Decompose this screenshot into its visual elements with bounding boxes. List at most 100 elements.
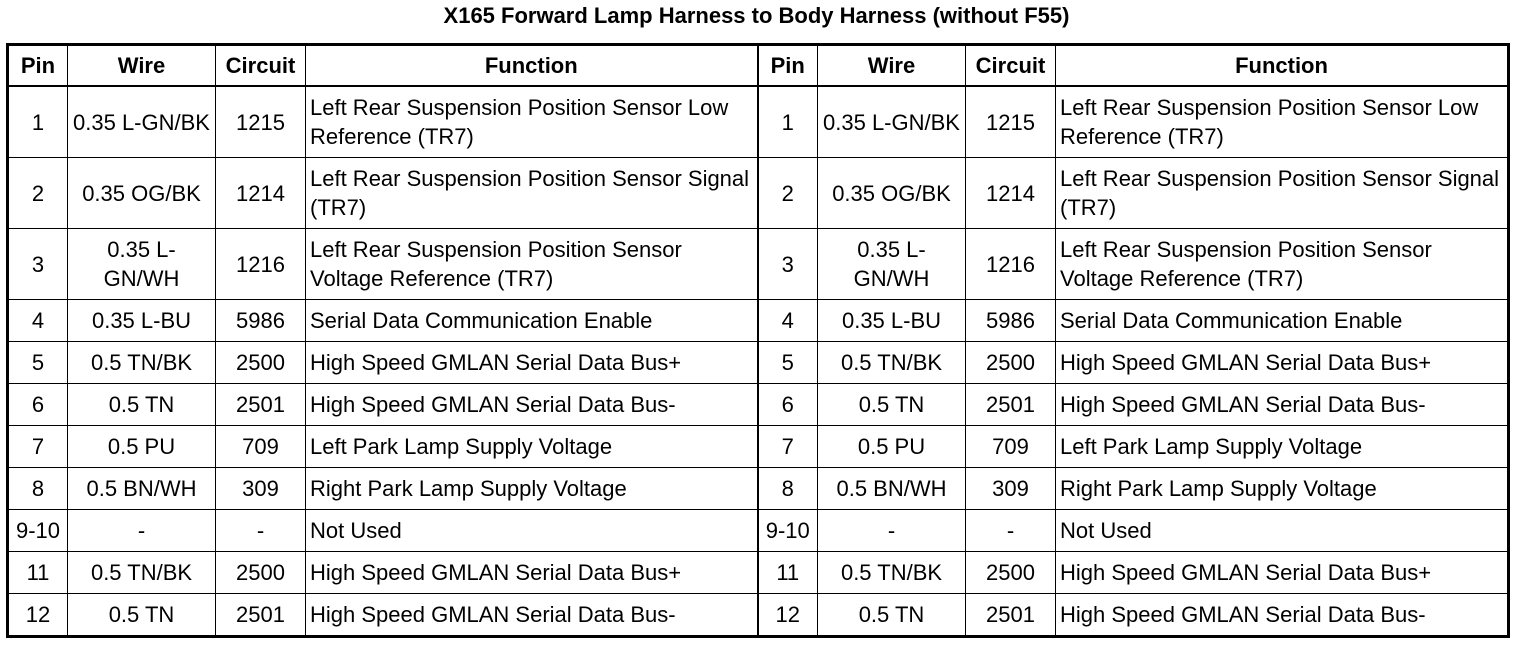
wire-cell: 0.5 TN bbox=[67, 383, 216, 426]
pin-cell: 4 bbox=[7, 299, 68, 342]
wire-cell: 0.5 TN/BK bbox=[817, 341, 966, 384]
function-cell: Right Park Lamp Supply Voltage bbox=[305, 467, 759, 510]
wire-cell: 0.5 PU bbox=[67, 425, 216, 468]
pin-cell: 3 bbox=[7, 228, 68, 300]
circuit-cell: 309 bbox=[965, 467, 1056, 510]
table-row: 7 0.5 PU 709 Left Park Lamp Supply Volta… bbox=[7, 425, 1509, 468]
function-cell: Not Used bbox=[305, 509, 759, 552]
pin-cell: 1 bbox=[7, 85, 68, 158]
circuit-header: Circuit bbox=[965, 44, 1056, 87]
function-cell: Left Rear Suspension Position Sensor Sig… bbox=[305, 157, 759, 229]
wire-cell: 0.35 L-GN/BK bbox=[67, 85, 216, 158]
function-cell: Left Rear Suspension Position Sensor Low… bbox=[305, 85, 759, 158]
wire-cell: 0.5 BN/WH bbox=[67, 467, 216, 510]
table-row: 2 0.35 OG/BK 1214 Left Rear Suspension P… bbox=[7, 157, 1509, 229]
table-row: 11 0.5 TN/BK 2500 High Speed GMLAN Seria… bbox=[7, 551, 1509, 594]
wire-cell: 0.35 L-GN/WH bbox=[817, 228, 966, 300]
function-cell: Left Rear Suspension Position Sensor Vol… bbox=[1055, 228, 1509, 300]
pin-cell: 8 bbox=[7, 467, 68, 510]
function-cell: Left Park Lamp Supply Voltage bbox=[1055, 425, 1509, 468]
circuit-cell: 2500 bbox=[965, 551, 1056, 594]
wire-header: Wire bbox=[67, 44, 216, 87]
circuit-cell: 2500 bbox=[965, 341, 1056, 384]
pin-cell: 11 bbox=[7, 551, 68, 594]
table-row: 6 0.5 TN 2501 High Speed GMLAN Serial Da… bbox=[7, 383, 1509, 426]
wire-cell: 0.35 L-BU bbox=[817, 299, 966, 342]
wire-header: Wire bbox=[817, 44, 966, 87]
wire-cell: 0.5 TN bbox=[817, 593, 966, 637]
pin-cell: 7 bbox=[757, 425, 818, 468]
circuit-cell: 2501 bbox=[215, 593, 306, 637]
document-title: X165 Forward Lamp Harness to Body Harnes… bbox=[443, 3, 1070, 28]
circuit-cell: 5986 bbox=[215, 299, 306, 342]
circuit-cell: - bbox=[215, 509, 306, 552]
circuit-cell: 1214 bbox=[215, 157, 306, 229]
wire-cell: 0.35 OG/BK bbox=[817, 157, 966, 229]
function-cell: High Speed GMLAN Serial Data Bus+ bbox=[1055, 551, 1509, 594]
pin-cell: 2 bbox=[757, 157, 818, 229]
table-row: 12 0.5 TN 2501 High Speed GMLAN Serial D… bbox=[7, 593, 1509, 637]
circuit-cell: 2501 bbox=[215, 383, 306, 426]
wire-cell: 0.35 OG/BK bbox=[67, 157, 216, 229]
function-header: Function bbox=[1055, 44, 1509, 87]
circuit-cell: 5986 bbox=[965, 299, 1056, 342]
function-cell: Right Park Lamp Supply Voltage bbox=[1055, 467, 1509, 510]
function-cell: High Speed GMLAN Serial Data Bus+ bbox=[305, 551, 759, 594]
pin-cell: 8 bbox=[757, 467, 818, 510]
function-cell: Left Rear Suspension Position Sensor Low… bbox=[1055, 85, 1509, 158]
circuit-cell: 1215 bbox=[965, 85, 1056, 158]
pin-cell: 12 bbox=[757, 593, 818, 637]
function-cell: High Speed GMLAN Serial Data Bus- bbox=[1055, 383, 1509, 426]
table-row: 8 0.5 BN/WH 309 Right Park Lamp Supply V… bbox=[7, 467, 1509, 510]
pin-cell: 4 bbox=[757, 299, 818, 342]
function-cell: Not Used bbox=[1055, 509, 1509, 552]
pin-cell: 6 bbox=[757, 383, 818, 426]
circuit-cell: 709 bbox=[965, 425, 1056, 468]
pin-cell: 5 bbox=[757, 341, 818, 384]
function-cell: High Speed GMLAN Serial Data Bus- bbox=[305, 383, 759, 426]
pin-cell: 9-10 bbox=[757, 509, 818, 552]
function-cell: Serial Data Communication Enable bbox=[1055, 299, 1509, 342]
pin-header: Pin bbox=[7, 44, 68, 87]
circuit-cell: 2500 bbox=[215, 341, 306, 384]
wire-cell: 0.5 TN/BK bbox=[67, 551, 216, 594]
wire-cell: 0.5 TN bbox=[817, 383, 966, 426]
function-cell: High Speed GMLAN Serial Data Bus+ bbox=[305, 341, 759, 384]
circuit-cell: 2501 bbox=[965, 593, 1056, 637]
connector-pinout-table: Pin Wire Circuit Function Pin Wire Circu… bbox=[6, 43, 1510, 638]
circuit-cell: 309 bbox=[215, 467, 306, 510]
pin-cell: 11 bbox=[757, 551, 818, 594]
wire-cell: - bbox=[817, 509, 966, 552]
circuit-cell: 1214 bbox=[965, 157, 1056, 229]
pin-cell: 6 bbox=[7, 383, 68, 426]
function-cell: Left Park Lamp Supply Voltage bbox=[305, 425, 759, 468]
function-cell: Left Rear Suspension Position Sensor Vol… bbox=[305, 228, 759, 300]
wire-cell: - bbox=[67, 509, 216, 552]
pin-cell: 9-10 bbox=[7, 509, 68, 552]
table-row: 9-10 - - Not Used 9-10 - - Not Used bbox=[7, 509, 1509, 552]
wire-cell: 0.5 TN bbox=[67, 593, 216, 637]
wire-cell: 0.5 TN/BK bbox=[817, 551, 966, 594]
table-row: 5 0.5 TN/BK 2500 High Speed GMLAN Serial… bbox=[7, 341, 1509, 384]
pin-cell: 2 bbox=[7, 157, 68, 229]
circuit-cell: - bbox=[965, 509, 1056, 552]
function-cell: High Speed GMLAN Serial Data Bus- bbox=[1055, 593, 1509, 637]
wire-cell: 0.5 TN/BK bbox=[67, 341, 216, 384]
table-row: 3 0.35 L-GN/WH 1216 Left Rear Suspension… bbox=[7, 228, 1509, 300]
pin-cell: 5 bbox=[7, 341, 68, 384]
circuit-header: Circuit bbox=[215, 44, 306, 87]
function-cell: High Speed GMLAN Serial Data Bus+ bbox=[1055, 341, 1509, 384]
circuit-cell: 1216 bbox=[215, 228, 306, 300]
pin-header: Pin bbox=[757, 44, 818, 87]
pin-cell: 3 bbox=[757, 228, 818, 300]
circuit-cell: 1216 bbox=[965, 228, 1056, 300]
wire-cell: 0.5 PU bbox=[817, 425, 966, 468]
table-row: 1 0.35 L-GN/BK 1215 Left Rear Suspension… bbox=[7, 85, 1509, 158]
wire-cell: 0.35 L-GN/BK bbox=[817, 85, 966, 158]
function-header: Function bbox=[305, 44, 759, 87]
function-cell: Left Rear Suspension Position Sensor Sig… bbox=[1055, 157, 1509, 229]
wire-cell: 0.5 BN/WH bbox=[817, 467, 966, 510]
function-cell: High Speed GMLAN Serial Data Bus- bbox=[305, 593, 759, 637]
pin-cell: 12 bbox=[7, 593, 68, 637]
circuit-cell: 2501 bbox=[965, 383, 1056, 426]
